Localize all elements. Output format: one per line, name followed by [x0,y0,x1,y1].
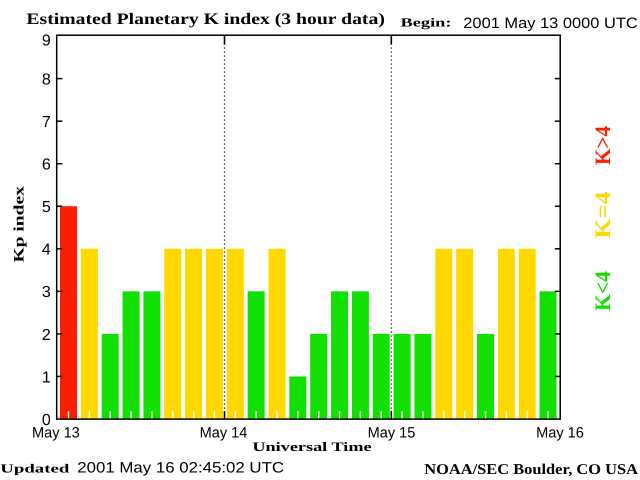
svg-text:May 14: May 14 [200,425,248,442]
svg-text:NOAA/SEC Boulder, CO USA: NOAA/SEC Boulder, CO USA [424,462,638,478]
svg-text:Kp index: Kp index [12,185,28,263]
svg-text:3: 3 [42,284,51,301]
svg-text:K=4: K=4 [590,192,615,239]
svg-text:K<4: K<4 [590,271,615,311]
svg-text:May 15: May 15 [368,425,416,442]
svg-text:9: 9 [42,33,51,50]
svg-text:7: 7 [42,114,51,131]
svg-text:Estimated Planetary K index (3: Estimated Planetary K index (3 hour data… [26,11,384,28]
svg-text:5: 5 [42,199,51,216]
svg-text:8: 8 [42,71,51,88]
svg-text:Updated: Updated [0,461,69,475]
svg-text:2001 May 16 02:45:02 UTC: 2001 May 16 02:45:02 UTC [77,460,284,477]
svg-text:May 13: May 13 [32,425,80,442]
svg-text:K>4: K>4 [590,126,615,165]
svg-text:2: 2 [42,327,51,344]
svg-text:4: 4 [42,242,51,259]
svg-text:2001 May 13 0000 UTC: 2001 May 13 0000 UTC [463,15,638,32]
svg-text:May 16: May 16 [536,425,584,442]
svg-text:1: 1 [42,369,51,386]
svg-text:6: 6 [42,157,51,174]
svg-text:Universal Time: Universal Time [252,439,372,454]
svg-text:Begin:: Begin: [401,15,452,29]
svg-text:0: 0 [42,412,51,429]
